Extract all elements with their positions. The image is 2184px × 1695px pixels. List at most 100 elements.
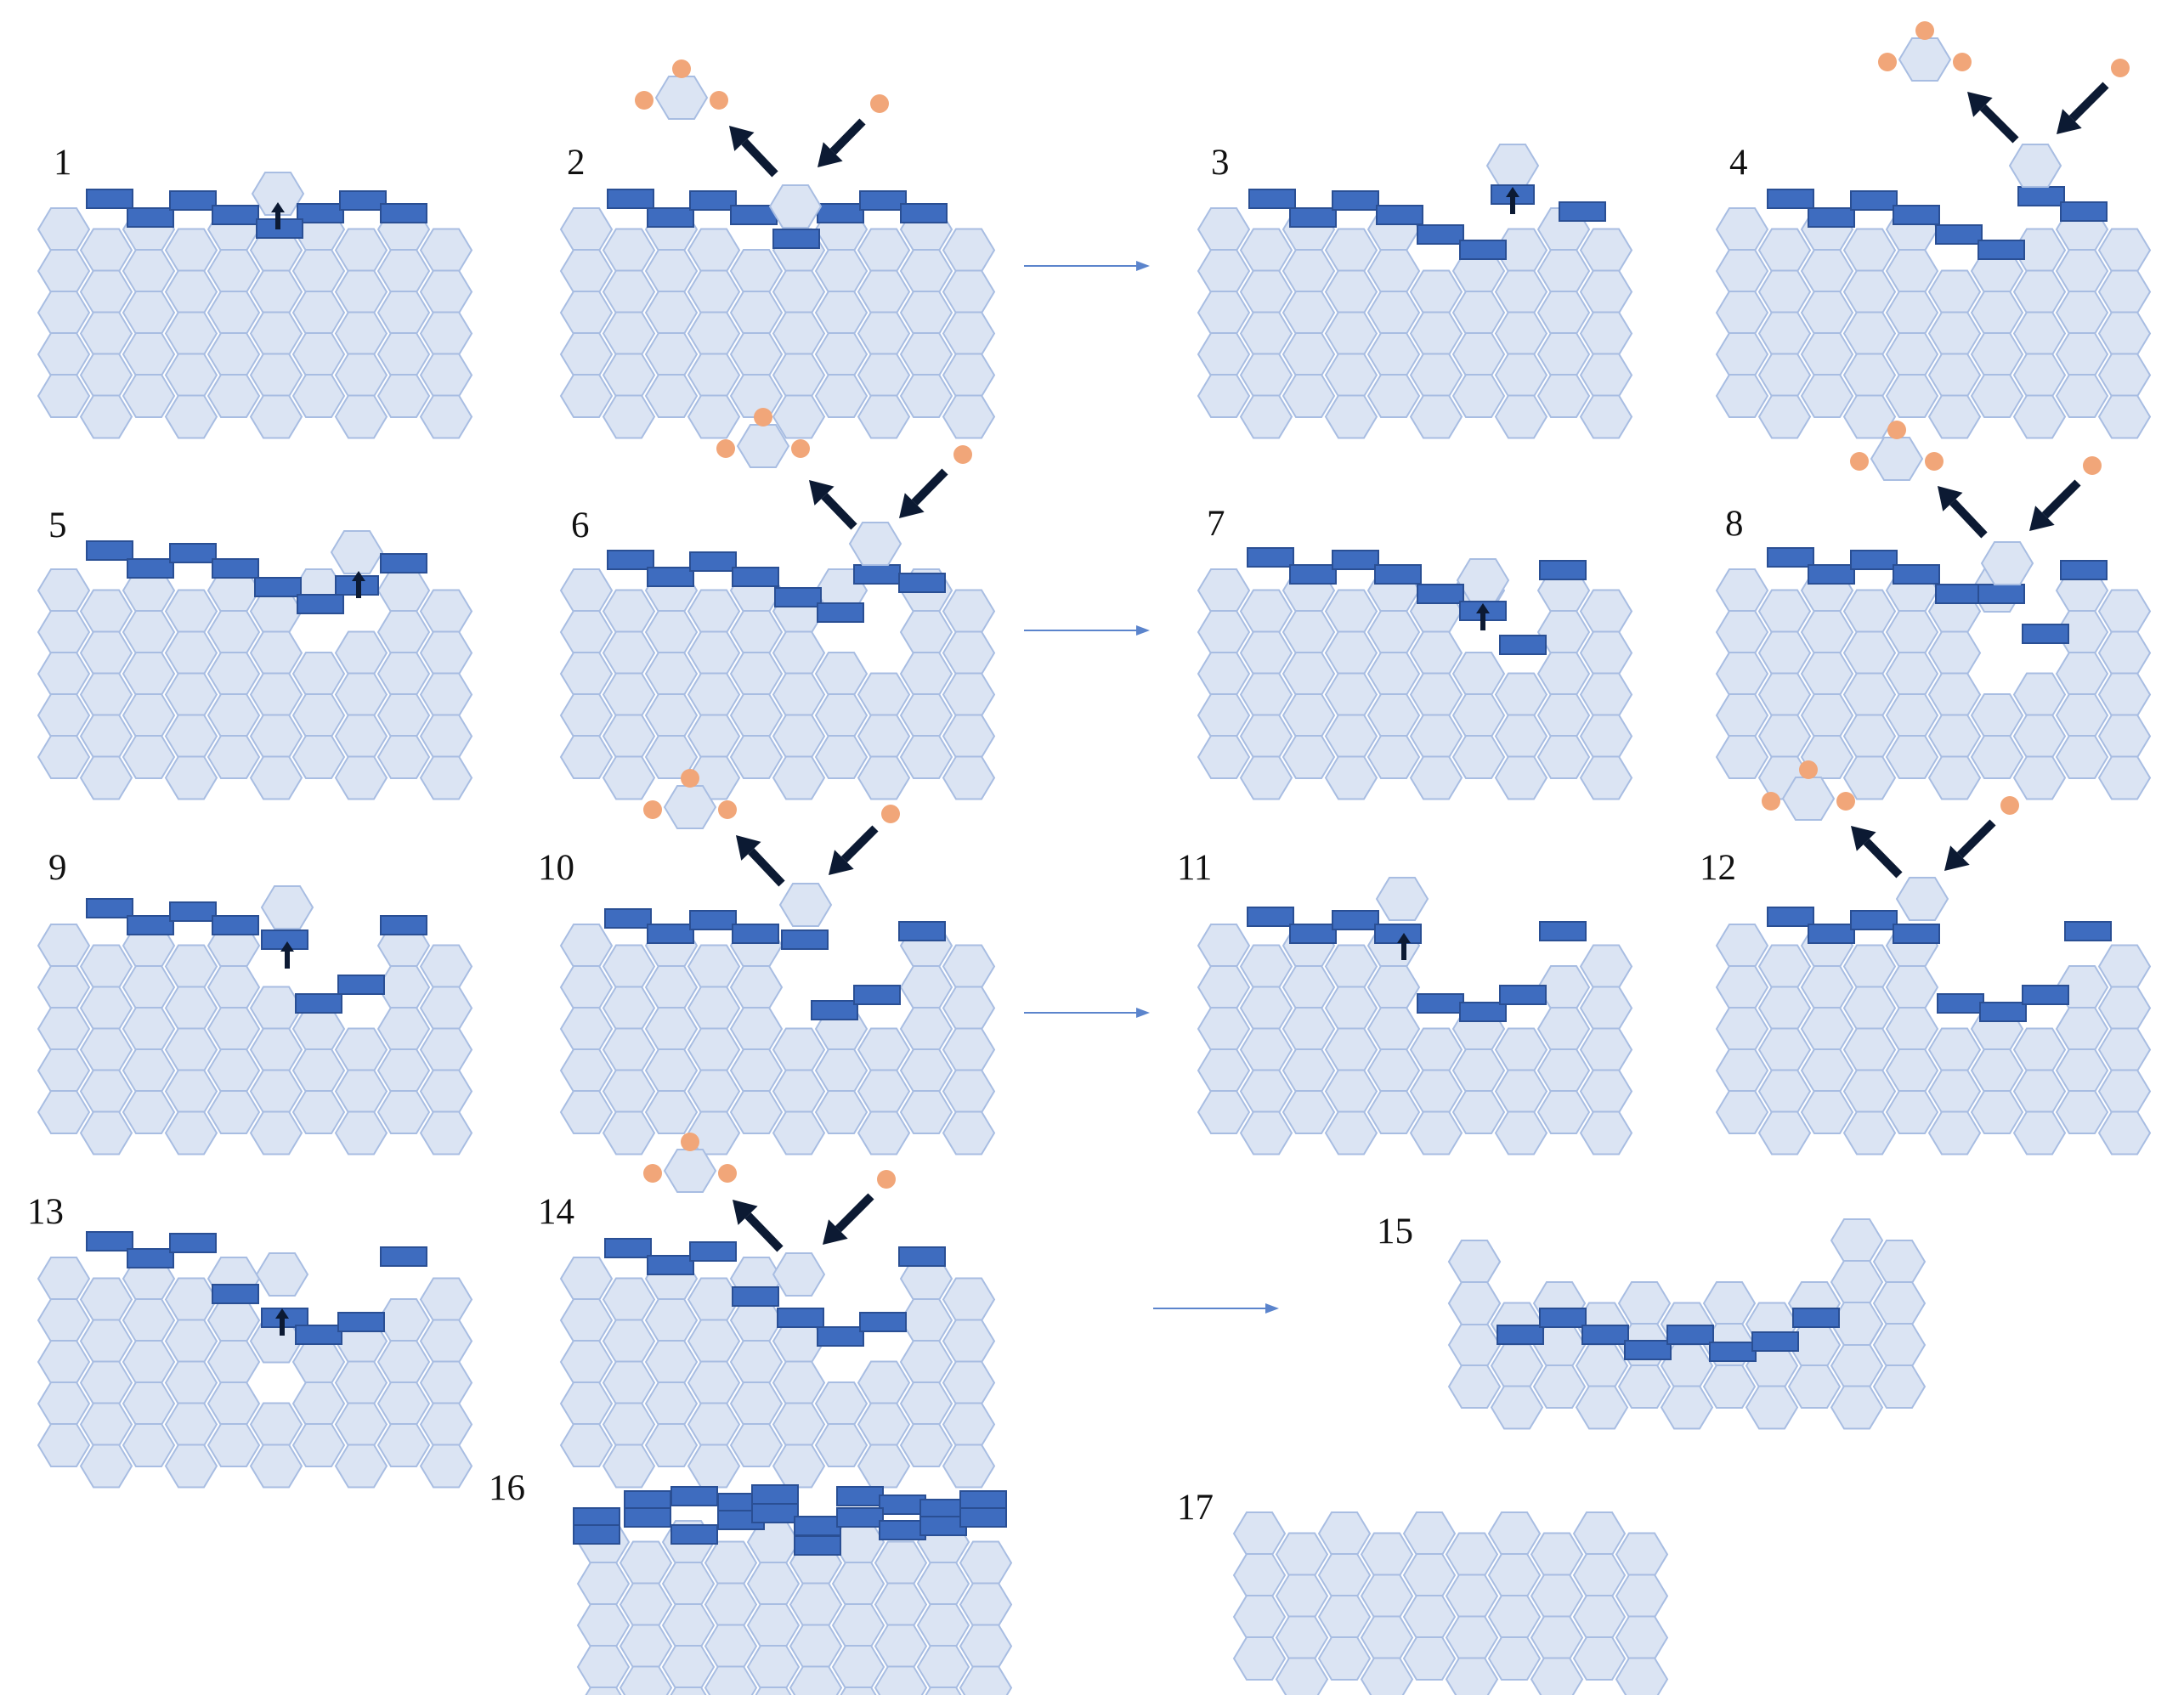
lattice-hexagon xyxy=(857,1110,911,1155)
lattice-hexagon xyxy=(559,1381,614,1426)
lattice-hexagon xyxy=(164,1277,218,1322)
lattice-hexagon xyxy=(1579,394,1633,439)
lattice-hexagon xyxy=(1572,1595,1627,1639)
desorption-arrow-icon xyxy=(748,848,785,887)
adsorbate-molecule xyxy=(1666,1325,1714,1345)
lattice-hexagon xyxy=(644,735,699,779)
lattice-hexagon xyxy=(334,630,388,675)
lattice-hexagon xyxy=(729,610,784,654)
lattice-hexagon xyxy=(376,1381,431,1426)
lattice-hexagon xyxy=(334,1027,388,1072)
lattice-hexagon xyxy=(207,1090,261,1134)
adsorbate-molecule xyxy=(169,1233,217,1253)
lattice-hexagon xyxy=(1575,1385,1629,1430)
lattice-hexagon xyxy=(814,332,869,376)
adsorbate-molecule xyxy=(1539,560,1587,580)
lattice-hexagon xyxy=(942,944,996,989)
lattice-hexagon xyxy=(602,1027,656,1072)
lattice-hexagon xyxy=(1402,1636,1457,1681)
lattice-hexagon xyxy=(644,1048,699,1093)
lattice-hexagon xyxy=(1317,1636,1372,1681)
lattice-hexagon xyxy=(334,228,388,273)
lattice-hexagon xyxy=(772,269,826,314)
adsorbate-molecule xyxy=(337,1312,385,1332)
lattice-hexagon xyxy=(778,883,833,927)
lattice-hexagon xyxy=(334,714,388,759)
desorption-arrow-icon xyxy=(1949,499,1988,539)
lattice-hexagon xyxy=(1572,1553,1627,1597)
lattice-hexagon xyxy=(857,755,911,800)
adsorbate-molecule xyxy=(339,190,387,211)
lattice-hexagon xyxy=(814,693,869,737)
adsorbate-molecule xyxy=(1247,907,1294,927)
lattice-hexagon xyxy=(122,1048,176,1093)
lattice-hexagon xyxy=(1757,714,1812,759)
lattice-hexagon xyxy=(1579,1027,1633,1072)
lattice-hexagon xyxy=(37,924,91,968)
desorption-arrow-icon-head xyxy=(1967,92,1993,117)
panel-label-12: 12 xyxy=(1700,848,1736,888)
lattice-hexagon xyxy=(376,1423,431,1467)
lattice-hexagon xyxy=(1702,1364,1757,1409)
lattice-hexagon xyxy=(1282,1007,1336,1051)
lattice-hexagon xyxy=(602,1402,656,1447)
lattice-hexagon xyxy=(419,986,473,1031)
lattice-hexagon xyxy=(249,269,303,314)
lattice-hexagon xyxy=(814,1048,869,1093)
lattice-hexagon xyxy=(857,228,911,273)
lattice-hexagon xyxy=(1239,944,1293,989)
lattice-hexagon xyxy=(207,1007,261,1051)
incoming-arrow-icon xyxy=(829,118,866,155)
lattice-hexagon xyxy=(619,1624,673,1669)
lattice-hexagon xyxy=(899,1048,953,1093)
lattice-hexagon xyxy=(79,1027,133,1072)
lattice-hexagon xyxy=(207,735,261,779)
adsorbate-molecule xyxy=(817,602,864,623)
lattice-hexagon xyxy=(1536,374,1591,418)
lattice-hexagon xyxy=(899,1340,953,1384)
lattice-hexagon xyxy=(1197,924,1251,968)
lattice-hexagon xyxy=(1239,589,1293,634)
lattice-hexagon xyxy=(899,1381,953,1426)
adsorbate-molecule xyxy=(647,924,694,944)
lattice-hexagon xyxy=(559,965,614,1009)
lattice-hexagon xyxy=(249,630,303,675)
lattice-hexagon xyxy=(1451,1090,1506,1134)
adsorbate-molecule xyxy=(1332,910,1379,930)
adsorbate-molecule xyxy=(169,901,217,922)
adsorbate-molecule xyxy=(811,1000,858,1020)
lattice-hexagon xyxy=(1232,1553,1287,1597)
lattice-hexagon xyxy=(1757,269,1812,314)
up-arrow-icon-head xyxy=(271,202,285,212)
lattice-hexagon xyxy=(249,394,303,439)
lattice-hexagon xyxy=(37,1381,91,1426)
lattice-hexagon xyxy=(746,1562,801,1606)
lattice-hexagon xyxy=(249,1402,303,1447)
adsorbate-molecule xyxy=(751,1484,799,1505)
panel-label-6: 6 xyxy=(571,506,590,545)
adsorbate-molecule xyxy=(624,1507,671,1528)
lattice-hexagon xyxy=(37,291,91,335)
lattice-hexagon xyxy=(661,1603,716,1647)
lattice-hexagon xyxy=(79,630,133,675)
adsorbate-molecule xyxy=(732,1286,779,1307)
lattice-hexagon xyxy=(942,1402,996,1447)
lattice-hexagon xyxy=(1842,672,1897,717)
lattice-hexagon xyxy=(1579,269,1633,314)
atom-icon xyxy=(1887,421,1906,439)
lattice-hexagon xyxy=(1970,374,2024,418)
adsorbate-molecule xyxy=(573,1524,620,1545)
lattice-hexagon xyxy=(772,311,826,356)
adsorbate-molecule xyxy=(647,567,694,587)
lattice-hexagon xyxy=(1282,332,1336,376)
adsorbate-molecule xyxy=(1332,190,1379,211)
lattice-hexagon xyxy=(942,1069,996,1114)
lattice-hexagon xyxy=(164,630,218,675)
desorption-arrow-icon xyxy=(1863,839,1903,879)
lattice-hexagon xyxy=(857,1360,911,1405)
atom-icon xyxy=(1799,760,1818,779)
lattice-hexagon xyxy=(1282,1090,1336,1134)
lattice-hexagon xyxy=(1885,965,1939,1009)
lattice-hexagon xyxy=(959,1540,1013,1585)
adsorbate-molecule xyxy=(1539,921,1587,941)
